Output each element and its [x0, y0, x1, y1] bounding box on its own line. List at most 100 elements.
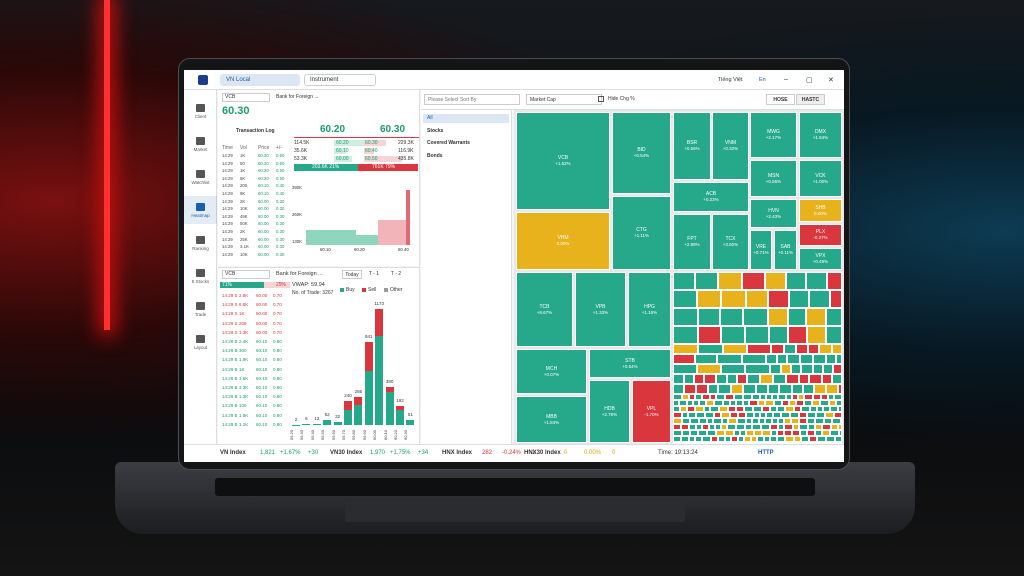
heatmap-tile[interactable]: [516, 272, 573, 347]
small-tile[interactable]: [771, 430, 777, 436]
heatmap-tile[interactable]: [516, 349, 587, 394]
small-tile[interactable]: [794, 406, 801, 412]
heatmap-tile[interactable]: [612, 196, 671, 270]
small-tile[interactable]: [813, 364, 823, 374]
small-tile[interactable]: [792, 394, 798, 400]
small-tile[interactable]: [702, 442, 711, 444]
small-tile[interactable]: [768, 290, 789, 308]
small-tile[interactable]: [721, 290, 746, 308]
small-tile[interactable]: [770, 424, 778, 430]
small-tile[interactable]: [679, 442, 688, 444]
heatmap-tile[interactable]: [750, 160, 797, 197]
small-tile[interactable]: [690, 418, 699, 424]
small-tile[interactable]: [789, 290, 809, 308]
tab-label[interactable]: VN Local: [226, 77, 251, 83]
small-tile[interactable]: [699, 418, 707, 424]
small-tile[interactable]: [720, 442, 728, 444]
small-tile[interactable]: [787, 354, 800, 364]
small-tile[interactable]: [826, 354, 836, 364]
small-tile[interactable]: [673, 308, 698, 326]
small-tile[interactable]: [826, 384, 838, 394]
small-tile[interactable]: [796, 400, 804, 406]
small-tile[interactable]: [839, 430, 842, 436]
small-tile[interactable]: [767, 442, 776, 444]
small-tile[interactable]: [752, 424, 761, 430]
small-tile[interactable]: [727, 374, 737, 384]
small-tile[interactable]: [720, 308, 743, 326]
small-tile[interactable]: [728, 406, 736, 412]
small-tile[interactable]: [673, 400, 679, 406]
small-tile[interactable]: [785, 436, 794, 442]
small-tile[interactable]: [778, 394, 786, 400]
small-tile[interactable]: [792, 384, 803, 394]
small-tile[interactable]: [731, 384, 743, 394]
protocol[interactable]: HTTP: [758, 450, 774, 456]
small-tile[interactable]: [784, 424, 793, 430]
small-tile[interactable]: [786, 272, 806, 290]
small-tile[interactable]: [791, 418, 799, 424]
small-tile[interactable]: [696, 412, 705, 418]
sidebar-icon[interactable]: [196, 302, 205, 310]
small-tile[interactable]: [832, 418, 841, 424]
small-tile[interactable]: [796, 344, 808, 354]
small-tile[interactable]: [721, 326, 745, 344]
small-tile[interactable]: [808, 344, 819, 354]
window-button[interactable]: ✕: [828, 77, 834, 84]
small-tile[interactable]: [709, 424, 715, 430]
window-button[interactable]: –: [784, 76, 788, 83]
small-tile[interactable]: [813, 394, 821, 400]
small-tile[interactable]: [702, 436, 711, 442]
language-short[interactable]: En: [759, 77, 766, 83]
small-tile[interactable]: [800, 354, 813, 364]
small-tile[interactable]: [825, 442, 833, 444]
small-tile[interactable]: [808, 442, 817, 444]
small-tile[interactable]: [721, 364, 745, 374]
small-tile[interactable]: [743, 400, 749, 406]
small-tile[interactable]: [673, 384, 684, 394]
small-tile[interactable]: [704, 374, 716, 384]
small-tile[interactable]: [808, 424, 815, 430]
small-tile[interactable]: [698, 430, 707, 436]
small-tile[interactable]: [768, 384, 779, 394]
heatmap-tile[interactable]: [750, 199, 797, 228]
index-name[interactable]: VN Index: [220, 450, 246, 456]
small-tile[interactable]: [673, 272, 695, 290]
heatmap-tile[interactable]: [575, 272, 626, 347]
sidebar-icon[interactable]: [196, 335, 205, 343]
small-tile[interactable]: [792, 442, 799, 444]
small-tile[interactable]: [714, 412, 721, 418]
small-tile[interactable]: [777, 436, 785, 442]
window-button[interactable]: ▢: [806, 77, 813, 84]
heatmap-tile[interactable]: [516, 396, 587, 443]
small-tile[interactable]: [718, 436, 725, 442]
small-tile[interactable]: [784, 344, 796, 354]
small-tile[interactable]: [759, 418, 765, 424]
symbol[interactable]: VCB: [225, 94, 236, 100]
small-tile[interactable]: [769, 326, 788, 344]
small-tile[interactable]: [813, 354, 826, 364]
small-tile[interactable]: [673, 364, 697, 374]
heatmap-tile[interactable]: [799, 160, 842, 197]
small-tile[interactable]: [809, 290, 830, 308]
small-tile[interactable]: [715, 424, 721, 430]
small-tile[interactable]: [708, 384, 718, 394]
small-tile[interactable]: [826, 308, 842, 326]
heatmap-tile[interactable]: [589, 349, 671, 378]
index-name[interactable]: VN30 Index: [330, 450, 363, 456]
small-tile[interactable]: [744, 436, 751, 442]
small-tile[interactable]: [804, 394, 813, 400]
small-tile[interactable]: [725, 430, 734, 436]
small-tile[interactable]: [702, 424, 709, 430]
small-tile[interactable]: [682, 418, 690, 424]
size-select[interactable]: Market Cap: [526, 94, 602, 105]
small-tile[interactable]: [826, 436, 835, 442]
small-tile[interactable]: [768, 308, 788, 326]
small-tile[interactable]: [826, 326, 842, 344]
small-tile[interactable]: [679, 400, 687, 406]
small-tile[interactable]: [673, 412, 682, 418]
small-tile[interactable]: [710, 394, 716, 400]
small-tile[interactable]: [693, 400, 699, 406]
hide-change[interactable]: Hide Chg %: [608, 96, 635, 102]
small-tile[interactable]: [786, 374, 799, 384]
small-tile[interactable]: [778, 418, 784, 424]
